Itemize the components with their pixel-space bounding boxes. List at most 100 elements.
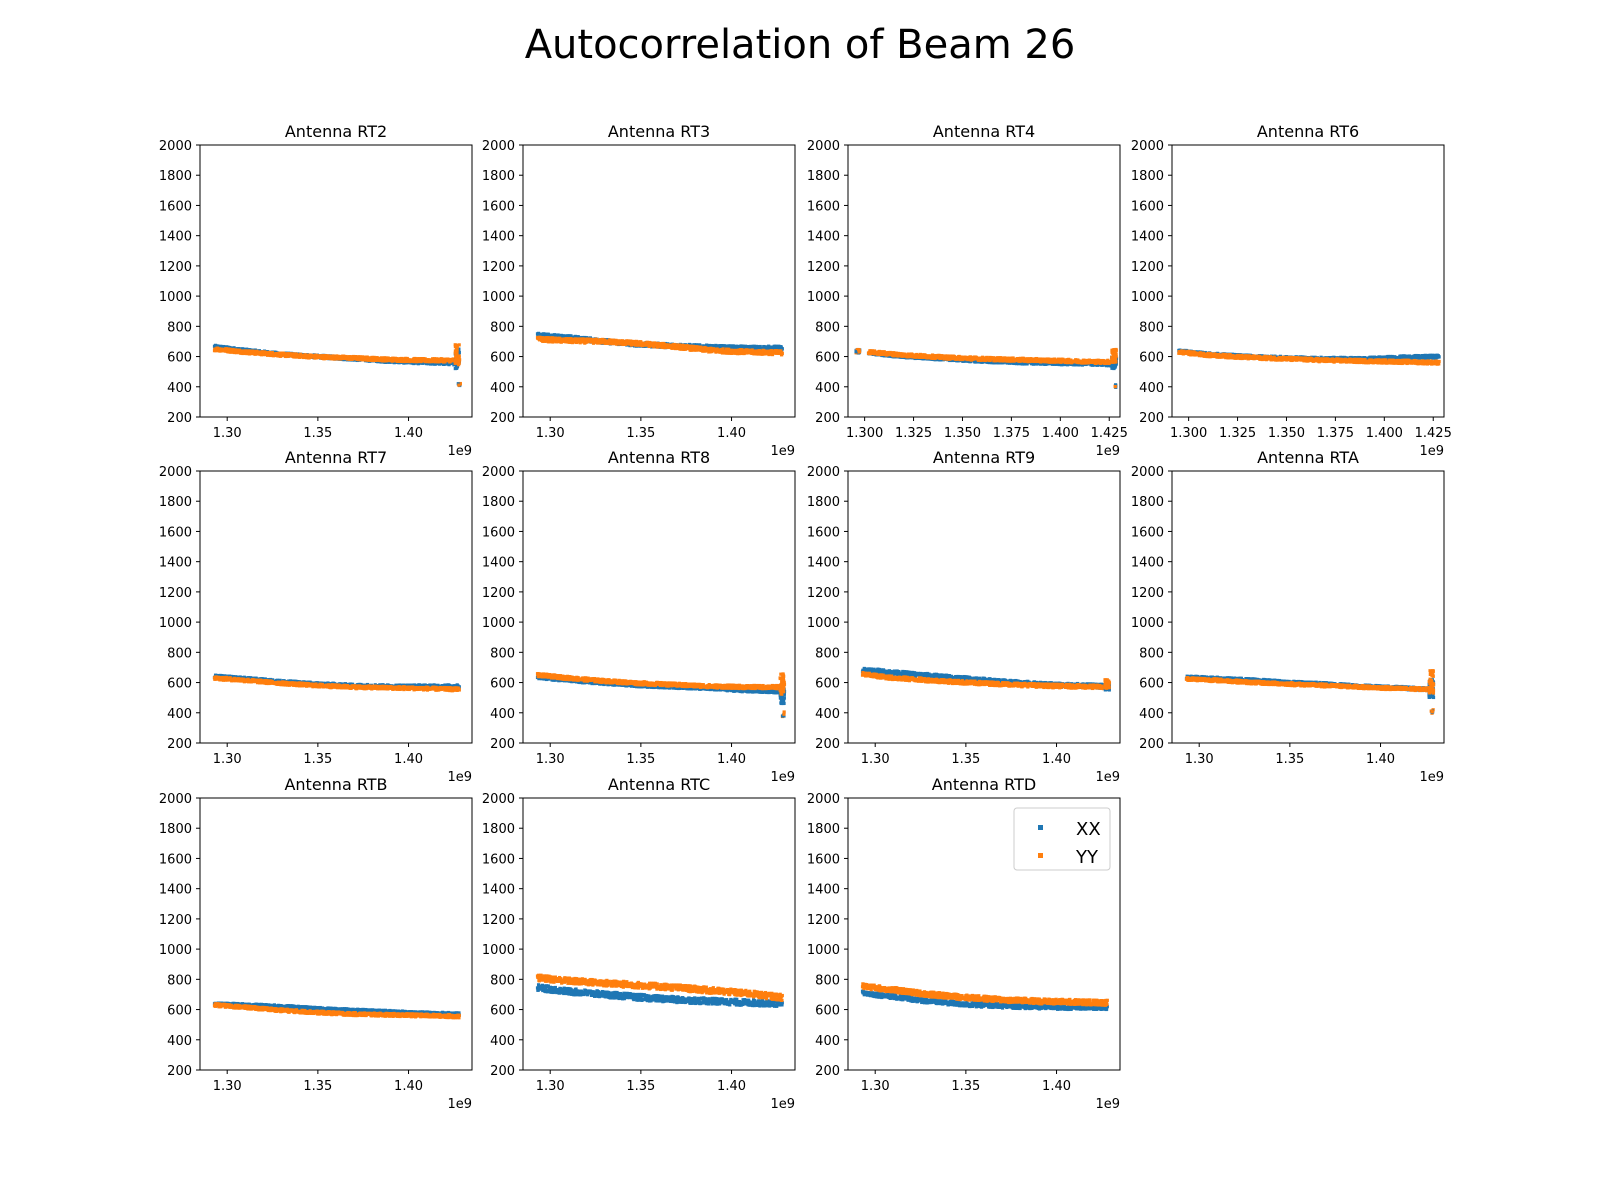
data-point xyxy=(1113,357,1118,361)
y-tick-label: 1600 xyxy=(482,199,515,214)
data-point xyxy=(395,357,399,361)
data-point xyxy=(631,342,636,346)
data-point xyxy=(585,340,590,344)
data-point xyxy=(626,339,631,343)
data-point xyxy=(735,344,739,348)
data-point xyxy=(457,383,461,387)
data-point xyxy=(267,350,271,354)
data-point xyxy=(993,359,998,363)
y-tick-label: 1200 xyxy=(807,260,840,275)
y-tick-label: 1800 xyxy=(482,169,515,184)
data-point xyxy=(1110,360,1114,364)
data-point xyxy=(405,359,409,364)
scatter-points xyxy=(212,343,462,388)
data-point xyxy=(727,347,731,351)
data-point xyxy=(541,339,545,343)
y-tick-label: 1600 xyxy=(807,199,840,214)
data-point xyxy=(1081,361,1085,365)
scatter-points xyxy=(854,347,1119,389)
data-point xyxy=(694,348,699,352)
y-tick-label: 2000 xyxy=(807,139,840,154)
data-point xyxy=(575,337,580,341)
subplot: Antenna RT620040060080010001200140016001… xyxy=(1131,122,1452,459)
figure-title: Autocorrelation of Beam 26 xyxy=(525,22,1076,68)
y-tick-label: 200 xyxy=(815,411,840,426)
data-point xyxy=(1110,365,1114,370)
x-tick-label: 1.30 xyxy=(536,426,565,441)
data-point xyxy=(618,342,622,346)
data-point xyxy=(323,357,327,361)
data-point xyxy=(1113,385,1117,389)
data-point xyxy=(455,352,459,356)
data-point xyxy=(742,351,746,356)
data-point xyxy=(896,354,900,358)
data-point xyxy=(453,344,458,348)
y-tick-label: 1800 xyxy=(807,169,840,184)
scatter-points xyxy=(1177,348,1441,366)
data-point xyxy=(448,359,452,364)
x-tick-label: 1.40 xyxy=(717,426,746,441)
data-point xyxy=(693,345,697,349)
data-point xyxy=(621,339,625,343)
data-point xyxy=(690,348,694,352)
x-tick-label: 1.325 xyxy=(895,426,932,441)
data-point xyxy=(454,357,458,361)
data-point xyxy=(1114,362,1118,366)
data-point xyxy=(1066,361,1070,365)
data-point xyxy=(747,348,751,352)
data-point xyxy=(609,341,613,346)
y-tick-label: 400 xyxy=(490,381,515,396)
x-tick-label: 1.350 xyxy=(944,426,981,441)
data-point xyxy=(610,342,615,346)
data-point xyxy=(710,350,714,354)
x-tick-label: 1.425 xyxy=(1091,426,1128,441)
y-tick-label: 1000 xyxy=(159,290,192,305)
data-point xyxy=(454,363,459,367)
data-point xyxy=(857,347,861,352)
data-point xyxy=(569,334,573,338)
data-point xyxy=(854,350,858,354)
data-point xyxy=(457,347,461,351)
data-point xyxy=(718,350,722,354)
data-point xyxy=(452,357,456,362)
data-point xyxy=(633,343,638,347)
data-point xyxy=(705,343,709,347)
data-point xyxy=(1114,383,1118,387)
y-tick-label: 400 xyxy=(815,381,840,396)
y-tick-label: 1800 xyxy=(159,169,192,184)
subplot-title: Antenna RT4 xyxy=(933,122,1035,141)
data-point xyxy=(453,351,457,355)
y-tick-label: 1200 xyxy=(159,260,192,275)
data-point xyxy=(542,332,546,336)
x-tick-label: 1.35 xyxy=(626,426,655,441)
y-tick-label: 1400 xyxy=(482,230,515,245)
subplot: Antenna RT320040060080010001200140016001… xyxy=(482,122,796,459)
x-tick-label: 1.30 xyxy=(213,426,242,441)
data-point xyxy=(676,346,680,351)
data-point xyxy=(603,338,607,342)
y-tick-label: 2000 xyxy=(482,139,515,154)
y-tick-label: 1000 xyxy=(807,290,840,305)
data-point xyxy=(454,361,458,365)
x-offset-label: 1e9 xyxy=(447,444,472,459)
scatter-points xyxy=(535,331,784,357)
subplot: Antenna RT420040060080010001200140016001… xyxy=(807,122,1128,459)
data-point xyxy=(780,351,784,356)
data-point xyxy=(1111,352,1116,356)
y-tick-label: 1600 xyxy=(159,199,192,214)
y-tick-label: 200 xyxy=(167,411,192,426)
data-point xyxy=(560,339,564,344)
data-point xyxy=(415,360,419,364)
data-point xyxy=(708,350,712,354)
subplot: Antenna RT220040060080010001200140016001… xyxy=(159,122,473,459)
data-point xyxy=(985,355,989,360)
data-point xyxy=(457,354,461,358)
data-point xyxy=(1113,351,1117,355)
data-point xyxy=(1113,365,1117,369)
subplot-grid: Antenna RT220040060080010001200140016001… xyxy=(159,122,1452,1112)
y-tick-label: 600 xyxy=(490,351,515,366)
data-point xyxy=(735,352,740,356)
data-point xyxy=(1111,350,1115,354)
